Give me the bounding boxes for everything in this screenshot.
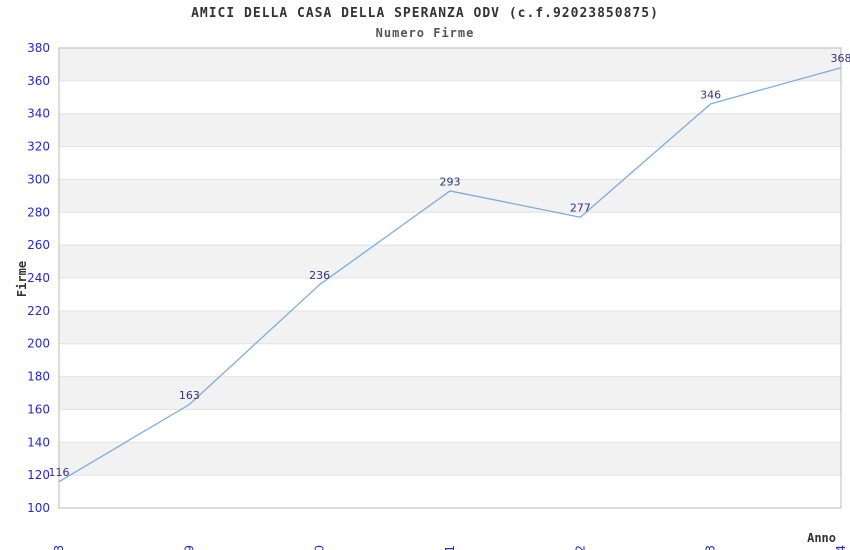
data-point-label: 116 <box>49 466 70 479</box>
chart-title: AMICI DELLA CASA DELLA SPERANZA ODV (c.f… <box>191 6 659 21</box>
y-tick-label: 160 <box>27 402 50 416</box>
y-tick-label: 220 <box>27 304 50 318</box>
y-axis-label: Firme <box>15 261 29 297</box>
y-tick-label: 120 <box>27 468 50 482</box>
plot-band <box>59 310 841 344</box>
plot-band <box>59 245 841 278</box>
series-line <box>58 67 842 483</box>
x-tick-label: 2023 <box>704 545 718 550</box>
plot-band <box>59 48 841 81</box>
plot-border <box>58 47 842 509</box>
x-tick-label: 2019 <box>182 545 196 550</box>
y-tick-label: 360 <box>27 74 50 88</box>
y-tick-label: 260 <box>27 238 50 252</box>
y-tick-label: 240 <box>27 271 50 285</box>
x-tick-label: 2022 <box>573 545 587 550</box>
y-tick-label: 100 <box>27 501 50 515</box>
y-tick-label: 200 <box>27 337 50 351</box>
x-axis-label: Anno <box>807 531 836 545</box>
data-point-label: 368 <box>831 52 850 65</box>
data-point-label: 293 <box>440 175 461 188</box>
chart-subtitle: Numero Firme <box>375 26 475 40</box>
y-tick-label: 380 <box>27 41 50 55</box>
y-tick-label: 140 <box>27 435 50 449</box>
y-tick-label: 280 <box>27 205 50 219</box>
plot-band <box>59 442 841 476</box>
y-tick-label: 180 <box>27 370 50 384</box>
plot-band <box>59 376 841 410</box>
plot-band <box>59 179 841 213</box>
data-point-label: 236 <box>309 269 330 282</box>
y-tick-label: 320 <box>27 140 50 154</box>
x-tick-label: 2020 <box>313 545 327 550</box>
y-tick-label: 340 <box>27 107 50 121</box>
x-tick-label: 2018 <box>52 545 66 550</box>
data-point-label: 277 <box>570 202 591 215</box>
data-point-label: 163 <box>179 389 200 402</box>
y-tick-label: 300 <box>27 172 50 186</box>
plot-band <box>59 113 841 147</box>
data-point-label: 346 <box>700 88 721 101</box>
x-tick-label: 2021 <box>443 545 457 550</box>
